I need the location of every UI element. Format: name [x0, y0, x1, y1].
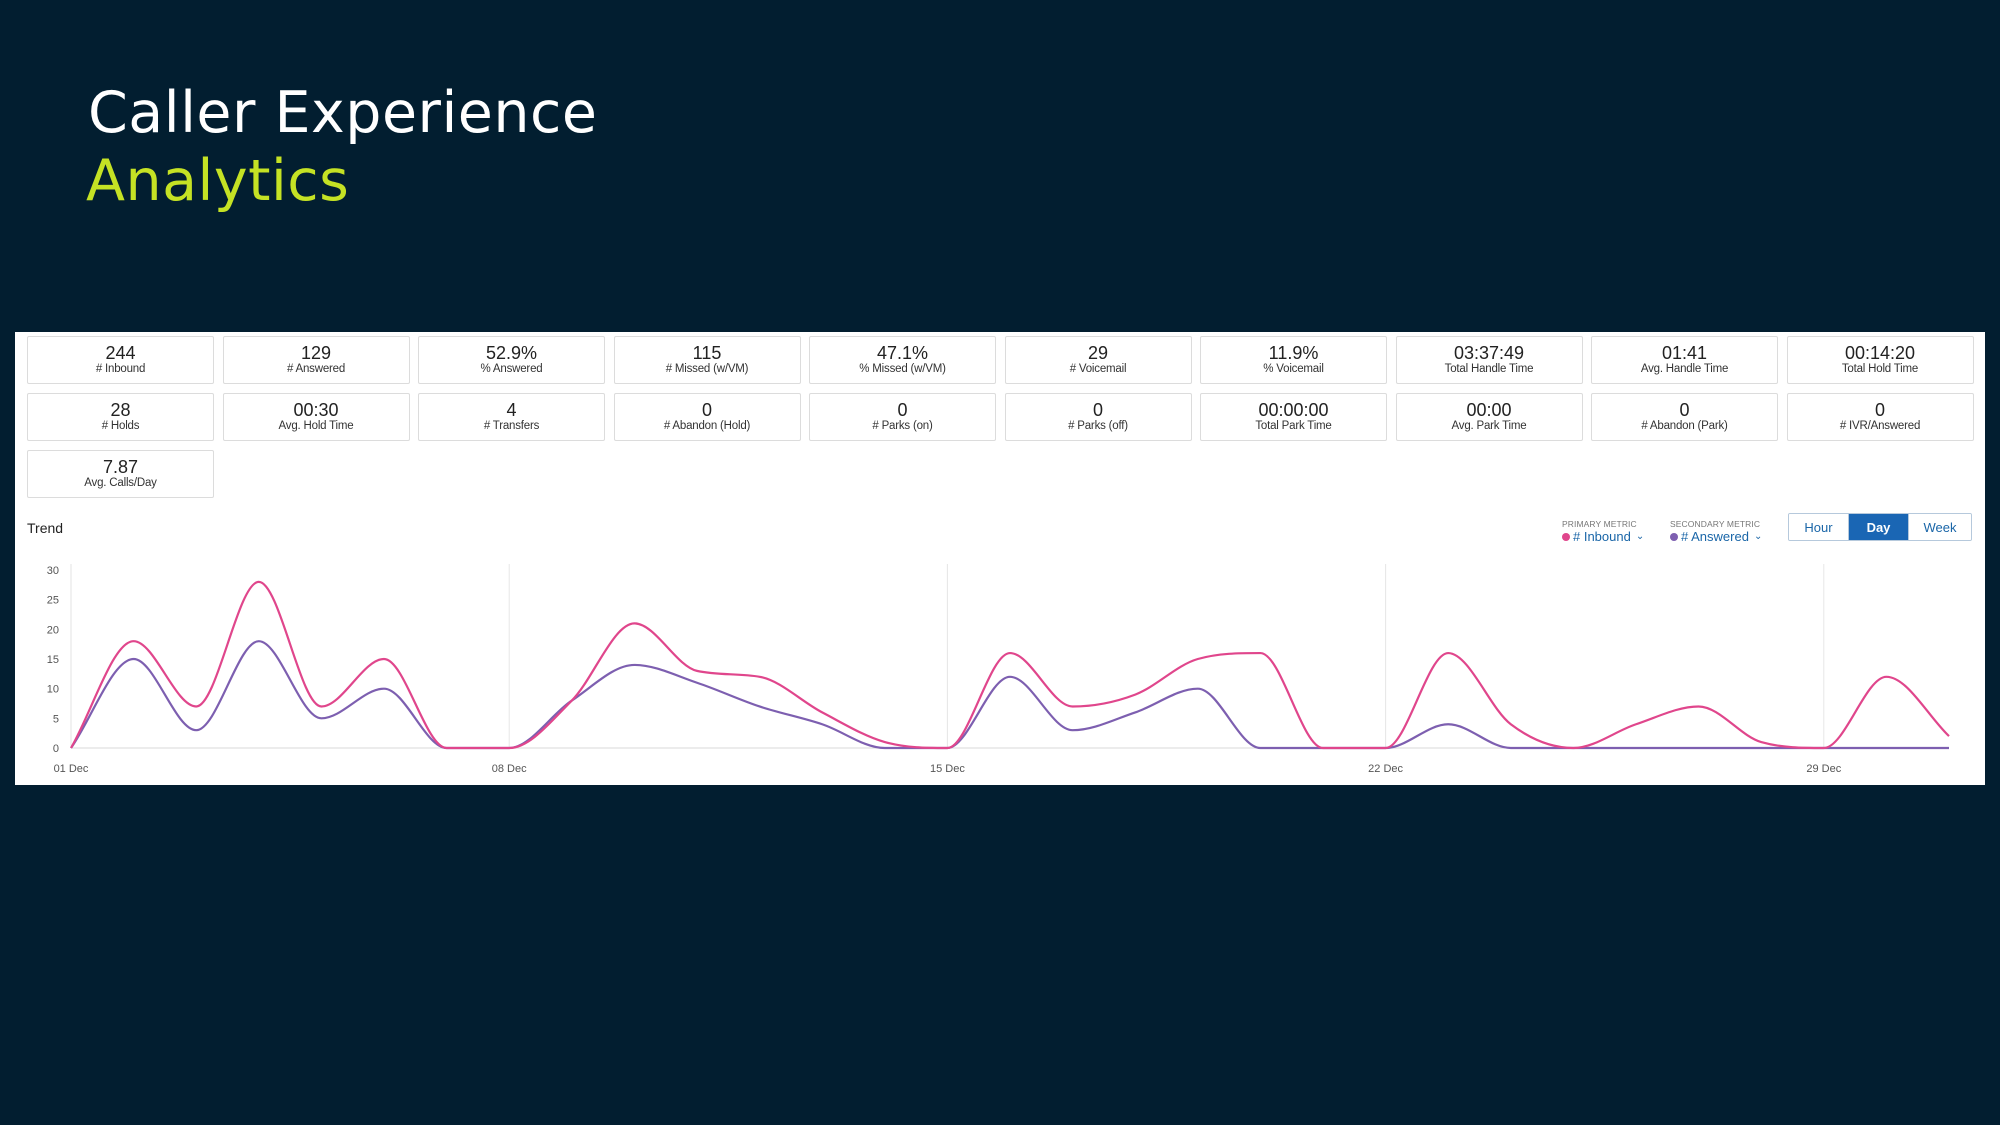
stat-card: 52.9%% Answered [418, 336, 605, 384]
stat-value: 52.9% [485, 343, 538, 363]
stat-value: 4 [506, 400, 517, 420]
primary-metric-value: # Inbound [1573, 529, 1631, 544]
stat-card: 0 # Parks (off) [1004, 393, 1192, 441]
stat-label: # Inbound [95, 363, 146, 375]
stat-label: # Holds [101, 420, 140, 432]
granularity-hour-button[interactable]: Hour [1789, 514, 1849, 540]
primary-dot-icon [1562, 533, 1570, 541]
primary-metric-select[interactable]: PRIMARY METRIC # Inbound ⌄ [1562, 519, 1644, 545]
trend-label: Trend [27, 520, 64, 536]
secondary-metric-value: # Answered [1681, 529, 1749, 544]
y-tick-label: 20 [47, 624, 59, 636]
granularity-week-button[interactable]: Week [1909, 514, 1971, 540]
stat-value: 47.1% [876, 343, 929, 363]
stat-card: 03:37:49 Total Handle Time [1395, 336, 1583, 384]
stat-value: 01:41 [1661, 343, 1708, 363]
stat-label: % Missed (w/VM) [859, 363, 946, 375]
stat-value: 00:14:20 [1844, 343, 1916, 363]
stat-value: 0 [1092, 400, 1103, 420]
stat-value: 28 [110, 400, 131, 420]
stat-value: 244 [105, 343, 136, 363]
stat-label: # Abandon (Hold) [663, 420, 751, 432]
secondary-dot-icon [1670, 533, 1678, 541]
y-tick-label: 10 [47, 684, 59, 696]
stat-card: 0 # Parks (on) [809, 393, 996, 441]
stat-value: 0 [701, 400, 712, 420]
stat-card: 28 # Holds [27, 393, 214, 441]
inbound-series-line [70, 580, 1950, 750]
stat-value: 03:37:49 [1453, 343, 1525, 363]
stat-card: 00:30 Avg. Hold Time [222, 393, 410, 441]
y-tick-label: 30 [47, 565, 59, 577]
x-tick-label: 01 Dec [54, 763, 89, 775]
granularity-day-button[interactable]: Day [1849, 514, 1909, 540]
stat-label: Total Handle Time [1444, 363, 1534, 375]
stat-label: # Parks (off) [1068, 420, 1128, 432]
stat-label: # IVR/Answered [1839, 420, 1921, 432]
stat-label: # Voicemail [1069, 363, 1127, 375]
x-tick-label: 08 Dec [492, 763, 527, 775]
granularity-toggle: Hour Day Week [1788, 513, 1972, 541]
stat-card: 47.1%% Missed (w/VM) [809, 336, 996, 384]
slide-subtitle: Analytics [86, 148, 350, 214]
stat-card: 0 # Abandon (Park) [1591, 393, 1778, 441]
y-tick-label: 25 [47, 595, 59, 607]
stat-card: 00:14:20 Total Hold Time [1786, 336, 1974, 384]
stat-value: 115 [692, 343, 722, 363]
stat-label: # Abandon (Park) [1641, 420, 1728, 432]
stat-card: 7.87 Avg. Calls/Day [27, 450, 214, 498]
stat-value: 29 [1087, 343, 1109, 363]
stat-card: 115 # Missed (w/VM) [613, 336, 801, 384]
stat-card: 00:00:00 Total Park Time [1200, 393, 1387, 441]
stat-label: Total Hold Time [1841, 363, 1919, 375]
y-tick-label: 5 [53, 713, 59, 725]
stat-value: 00:00:00 [1258, 400, 1329, 420]
stat-card: 01:41 Avg. Handle Time [1591, 336, 1778, 384]
secondary-metric-select[interactable]: SECONDARY METRIC # Answered ⌄ [1670, 519, 1762, 545]
stat-value: 7.87 [102, 457, 139, 477]
x-tick-label: 29 Dec [1806, 763, 1841, 775]
stat-card: 0 # Abandon (Hold) [613, 393, 801, 441]
stat-label: Avg. Handle Time [1640, 363, 1729, 375]
primary-metric-caption: PRIMARY METRIC [1562, 519, 1637, 529]
stat-label: # Parks (on) [872, 420, 933, 432]
stat-card: 4 # Transfers [418, 393, 605, 441]
stat-value: 0 [1679, 400, 1690, 420]
stat-label: Total Park Time [1255, 420, 1332, 432]
stat-grid: 244 # Inbound 129 # Answered 52.9%% Answered… [27, 336, 1974, 498]
chevron-down-icon: ⌄ [1753, 531, 1763, 542]
stat-label: Avg. Park Time [1451, 420, 1527, 432]
secondary-metric-caption: SECONDARY METRIC [1670, 519, 1761, 529]
y-tick-label: 15 [47, 654, 59, 666]
x-tick-label: 15 Dec [930, 763, 965, 775]
stat-value: 11.9% [1268, 343, 1319, 363]
stat-label: # Transfers [483, 420, 540, 432]
stat-value: 0 [1874, 400, 1885, 420]
stat-card: 00:00 Avg. Park Time [1395, 393, 1583, 441]
stat-value: 0 [897, 400, 908, 420]
y-tick-label: 0 [53, 743, 59, 755]
analytics-panel: 244 # Inbound 129 # Answered 52.9%% Answered… [15, 332, 1985, 785]
stat-label: Avg. Calls/Day [84, 477, 157, 489]
slide-title: Caller Experience [88, 80, 598, 146]
stat-card: 29 # Voicemail [1004, 336, 1192, 384]
stat-label: % Voicemail [1263, 363, 1324, 375]
answered-series-line [70, 640, 1949, 750]
stat-label: % Answered [480, 363, 543, 375]
trend-chart: 01 Dec 08 Dec 15 Dec 22 Dec 29 Dec 0 5 10 15 20 25… [47, 564, 1950, 775]
stat-value: 00:30 [293, 400, 339, 420]
stat-card: 244 # Inbound [27, 336, 214, 384]
stat-value: 129 [300, 343, 332, 363]
stat-card: 129 # Answered [222, 336, 410, 384]
stat-label: Avg. Hold Time [278, 420, 354, 432]
x-tick-label: 22 Dec [1368, 763, 1403, 775]
stat-card: 0 # IVR/Answered [1786, 393, 1974, 441]
stat-label: # Answered [286, 363, 346, 375]
stat-label: # Missed (w/VM) [665, 363, 749, 375]
chevron-down-icon: ⌄ [1635, 531, 1645, 542]
stat-card: 11.9%% Voicemail [1200, 336, 1387, 384]
stat-value: 00:00 [1466, 400, 1512, 420]
